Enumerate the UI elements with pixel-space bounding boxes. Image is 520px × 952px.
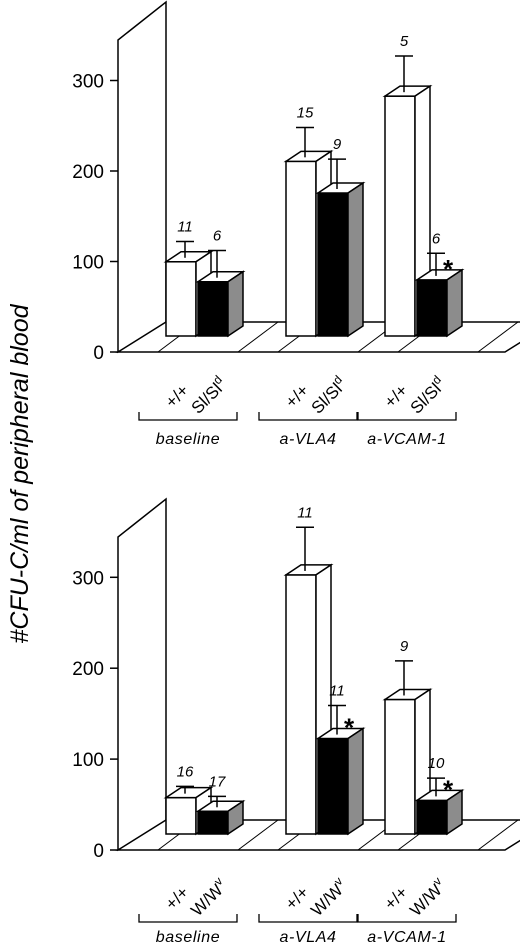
group-bracket <box>258 914 358 923</box>
bar-side-a-VLA4-1 <box>347 727 364 836</box>
y-tick-label: 0 <box>93 343 104 364</box>
n-label: 9 <box>333 136 342 153</box>
significance-marker: * <box>443 254 454 284</box>
bar-a-VCAM-1-1 <box>416 279 448 337</box>
n-label: 5 <box>400 33 409 50</box>
y-axis-label: #CFU-C/ml of peripheral blood <box>6 303 34 643</box>
bar-side-a-VLA4-1 <box>347 181 364 338</box>
category-label: Sl/Sld <box>186 373 231 418</box>
group-bracket <box>138 412 238 421</box>
category-label-main: +/+ <box>162 381 193 412</box>
group-bracket <box>357 412 457 421</box>
group-label: a-VCAM-1 <box>367 929 446 946</box>
y-tick-label: 200 <box>72 162 104 183</box>
bar-side-baseline-1 <box>227 270 244 338</box>
category-label: +/+ <box>381 381 412 412</box>
category-label-main: +/+ <box>162 883 193 914</box>
y-tick-label: 100 <box>72 253 104 274</box>
category-label: Sl/Sld <box>405 373 450 418</box>
significance-marker: * <box>344 713 355 743</box>
y-tick-label: 0 <box>93 841 104 862</box>
bar-baseline-1 <box>197 810 229 835</box>
bar-baseline-0 <box>165 796 197 835</box>
n-label: 11 <box>177 219 193 236</box>
category-label: +/+ <box>381 883 412 914</box>
n-label: 11 <box>329 682 345 699</box>
category-label: +/+ <box>162 381 193 412</box>
group-bracket <box>138 914 238 923</box>
bar-side-a-VCAM-1-1 <box>446 268 463 338</box>
bar-a-VLA4-0 <box>285 574 317 835</box>
n-label: 11 <box>297 504 313 521</box>
group-label: baseline <box>156 431 220 448</box>
category-label: +/+ <box>282 883 313 914</box>
y-tick-label: 300 <box>72 72 104 93</box>
bar-a-VCAM-1-0 <box>384 698 416 835</box>
n-label: 6 <box>213 228 222 245</box>
group-label: a-VLA4 <box>280 431 337 448</box>
bar-a-VLA4-0 <box>285 160 317 337</box>
category-label: Sl/Sld <box>306 373 351 418</box>
n-label: 6 <box>432 230 441 247</box>
bar-baseline-0 <box>165 261 197 337</box>
bar-side-baseline-1 <box>227 799 244 836</box>
y-tick-label: 100 <box>72 750 104 771</box>
category-label: W/Wv <box>305 874 351 920</box>
floor-hatch <box>237 321 279 353</box>
floor-hatch <box>477 819 519 851</box>
bar-a-VLA4-1 <box>317 737 349 835</box>
bar-baseline-1 <box>197 280 229 337</box>
group-bracket <box>357 914 457 923</box>
n-label: 10 <box>428 755 445 772</box>
category-label: W/Wv <box>185 874 231 920</box>
back-wall <box>117 0 167 354</box>
n-label: 16 <box>177 763 194 780</box>
n-label: 17 <box>209 773 226 790</box>
panel-1: 0 100 200 300 11 +/+ 6 Sl/Sld baseline 15 +/+ 9 Sl/S… <box>72 0 520 448</box>
floor-hatch <box>477 321 519 353</box>
category-label-main: +/+ <box>282 883 313 914</box>
category-label: W/Wv <box>404 874 450 920</box>
y-tick-label: 300 <box>72 568 104 589</box>
y-tick-label: 200 <box>72 659 104 680</box>
n-label: 9 <box>400 638 409 655</box>
n-label: 15 <box>297 104 314 121</box>
panel-2: 0 100 200 300 16 +/+ 17 W/Wv baseline 11 +/+ 11 * W/W… <box>72 497 520 946</box>
category-label: +/+ <box>282 381 313 412</box>
significance-marker: * <box>443 774 454 804</box>
bar-side-a-VCAM-1-1 <box>446 788 463 836</box>
floor-hatch <box>237 819 279 851</box>
group-label: a-VLA4 <box>280 929 337 946</box>
group-label: a-VCAM-1 <box>367 431 446 448</box>
group-label: baseline <box>156 929 220 946</box>
category-label-main: +/+ <box>381 381 412 412</box>
bar-a-VCAM-1-1 <box>416 799 448 835</box>
bar-a-VLA4-1 <box>317 192 349 337</box>
bar-a-VCAM-1-0 <box>384 95 416 337</box>
category-label: +/+ <box>162 883 193 914</box>
category-label-main: +/+ <box>381 883 412 914</box>
back-wall <box>117 497 167 852</box>
group-bracket <box>258 412 358 421</box>
category-label-main: +/+ <box>282 381 313 412</box>
